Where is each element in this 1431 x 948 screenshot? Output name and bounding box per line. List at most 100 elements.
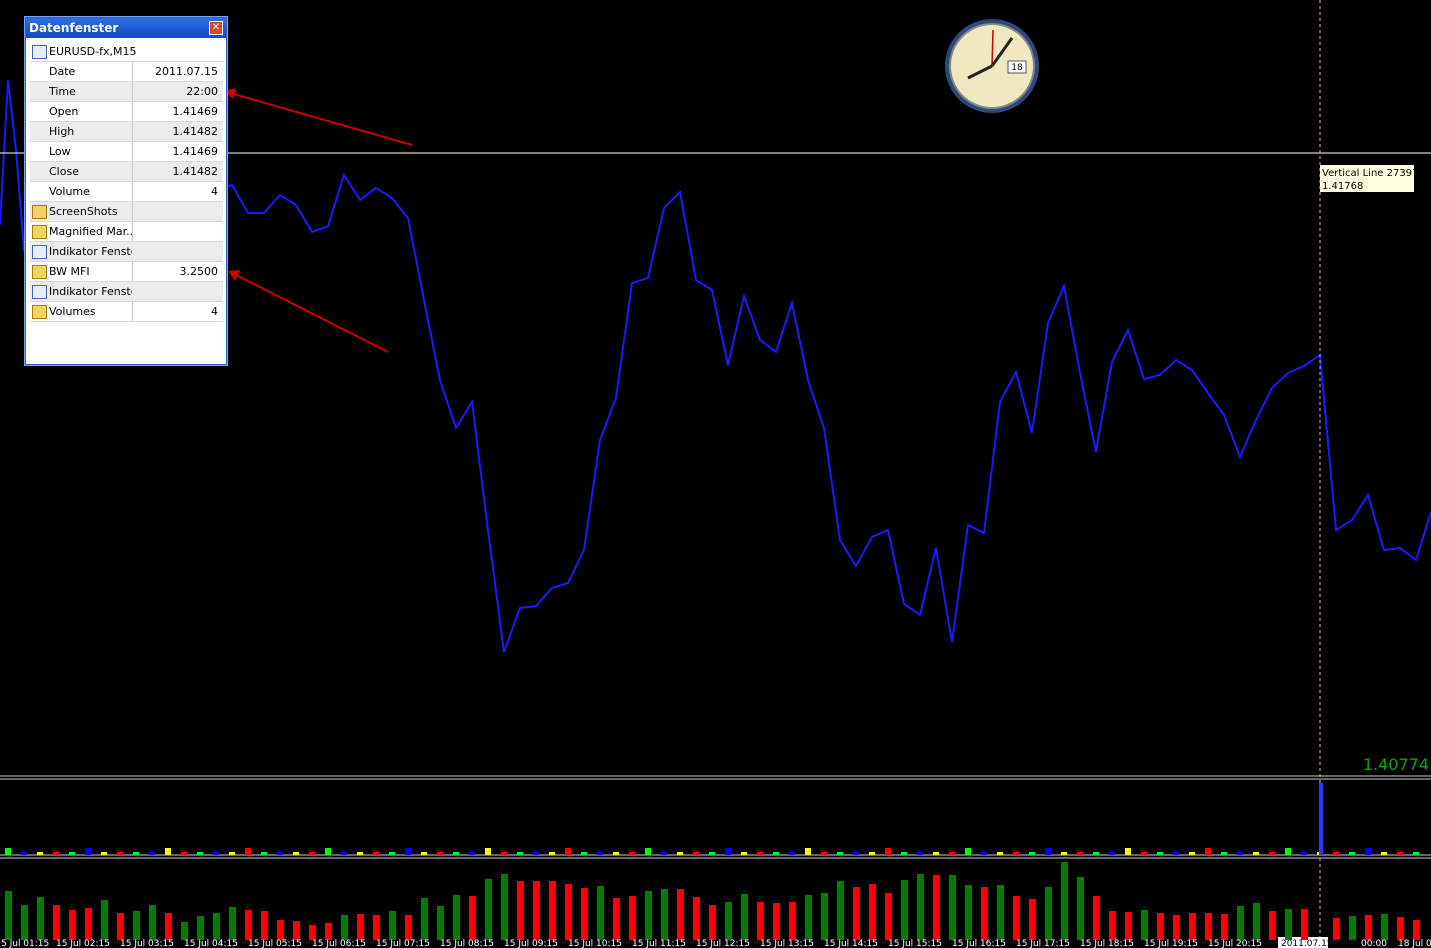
volume-bar bbox=[1029, 899, 1036, 940]
mfi-mark bbox=[1205, 848, 1211, 855]
time-label: 15 Jul 06:15 bbox=[312, 939, 366, 948]
time-label: 15 Jul 12:15 bbox=[696, 939, 750, 948]
volume-bar bbox=[949, 875, 956, 940]
mfi-mark bbox=[421, 852, 427, 855]
volume-bar bbox=[997, 885, 1004, 940]
volume-bar bbox=[213, 913, 220, 940]
data-window[interactable]: Datenfenster ✕ EURUSD-fx,M15 Date 2011.07.… bbox=[25, 17, 227, 365]
mfi-mark bbox=[1237, 852, 1243, 855]
volume-bar bbox=[469, 896, 476, 940]
mfi-mark bbox=[1045, 848, 1051, 855]
volume-bar bbox=[277, 920, 284, 940]
volume-bar bbox=[901, 880, 908, 940]
data-row: Open 1.41469 bbox=[30, 102, 223, 122]
data-row: BW MFI 3.2500 bbox=[30, 262, 223, 282]
volume-bar bbox=[101, 900, 108, 940]
volume-bar bbox=[1381, 914, 1388, 940]
volume-bar bbox=[821, 893, 828, 940]
volume-bar bbox=[965, 885, 972, 940]
volume-bar bbox=[229, 907, 236, 940]
time-label: 18 Jul 0 bbox=[1398, 939, 1431, 948]
mfi-mark bbox=[565, 848, 571, 855]
tooltip-text: 1.41768 bbox=[1322, 181, 1363, 192]
volume-bar bbox=[437, 906, 444, 940]
data-row: Magnified Mar... bbox=[30, 222, 223, 242]
mfi-mark bbox=[917, 852, 923, 855]
volume-bar bbox=[1173, 915, 1180, 940]
volume-bar bbox=[1125, 912, 1132, 940]
volume-bar bbox=[245, 910, 252, 940]
volume-bar bbox=[21, 905, 28, 940]
row-value: 4 bbox=[211, 185, 218, 198]
mfi-mark bbox=[1413, 852, 1419, 855]
row-value: 1.41469 bbox=[172, 105, 219, 118]
data-row: High 1.41482 bbox=[30, 122, 223, 142]
row-icon bbox=[32, 225, 47, 239]
time-label: 15 Jul 18:15 bbox=[1080, 939, 1134, 948]
mfi-mark bbox=[1189, 852, 1195, 855]
row-value: 4 bbox=[211, 305, 218, 318]
volume-bar bbox=[5, 891, 12, 940]
time-label: 15 Jul 15:15 bbox=[888, 939, 942, 948]
mfi-mark bbox=[677, 852, 683, 855]
mfi-mark bbox=[261, 852, 267, 855]
row-label: Low bbox=[49, 142, 133, 161]
row-label: Volume bbox=[49, 182, 133, 201]
mfi-mark bbox=[1109, 852, 1115, 855]
time-label: 15 Jul 09:15 bbox=[504, 939, 558, 948]
volume-bar bbox=[261, 911, 268, 940]
mfi-mark bbox=[949, 852, 955, 855]
symbol: EURUSD-fx,M15 bbox=[49, 45, 137, 58]
volume-bar bbox=[421, 898, 428, 940]
mfi-mark bbox=[885, 848, 891, 855]
mfi-mark bbox=[613, 852, 619, 855]
mfi-mark bbox=[485, 848, 491, 855]
mfi-mark bbox=[133, 852, 139, 855]
time-label: 15 Jul 14:15 bbox=[824, 939, 878, 948]
mfi-mark bbox=[341, 852, 347, 855]
volume-bar bbox=[293, 921, 300, 940]
price-label: 1.40774 bbox=[1363, 755, 1429, 774]
price-line bbox=[0, 79, 1431, 653]
volume-bar bbox=[1205, 913, 1212, 940]
volume-bar bbox=[1365, 915, 1372, 940]
mfi-mark bbox=[1381, 852, 1387, 855]
row-icon bbox=[32, 285, 47, 299]
mfi-mark bbox=[549, 852, 555, 855]
volume-bar bbox=[1333, 918, 1340, 940]
row-label: Indikator Fenster 2 bbox=[49, 285, 132, 298]
mfi-mark bbox=[981, 852, 987, 855]
volume-bar bbox=[69, 910, 76, 940]
volume-bar bbox=[309, 925, 316, 940]
volume-bar bbox=[1077, 877, 1084, 940]
mfi-mark bbox=[1013, 852, 1019, 855]
mfi-mark bbox=[245, 848, 251, 855]
mfi-mark bbox=[373, 852, 379, 855]
row-label: Indikator Fenster 1 bbox=[49, 245, 132, 258]
mfi-mark bbox=[165, 848, 171, 855]
time-label: 15 Jul 04:15 bbox=[184, 939, 238, 948]
volume-bar bbox=[501, 874, 508, 940]
mfi-mark bbox=[757, 852, 763, 855]
close-button[interactable]: ✕ bbox=[209, 21, 223, 35]
mfi-mark bbox=[901, 852, 907, 855]
mfi-mark bbox=[405, 848, 411, 855]
volume-bar bbox=[661, 889, 668, 940]
mfi-mark bbox=[1365, 848, 1371, 855]
volume-bar bbox=[357, 914, 364, 940]
mfi-mark bbox=[469, 852, 475, 855]
data-row: Time 22:00 bbox=[30, 82, 223, 102]
volume-bar bbox=[885, 893, 892, 940]
volume-bar bbox=[517, 881, 524, 940]
data-row: Indikator Fenster 2 bbox=[30, 282, 223, 302]
mfi-mark bbox=[1301, 852, 1307, 855]
mfi-mark bbox=[389, 852, 395, 855]
mfi-mark bbox=[453, 852, 459, 855]
row-icon bbox=[32, 305, 47, 319]
volume-bar bbox=[1221, 914, 1228, 940]
tooltip-text: Vertical Line 27397 bbox=[1322, 168, 1418, 179]
mfi-mark bbox=[501, 852, 507, 855]
mfi-mark bbox=[1349, 852, 1355, 855]
volume-bar bbox=[917, 874, 924, 940]
volume-bar bbox=[117, 913, 124, 940]
